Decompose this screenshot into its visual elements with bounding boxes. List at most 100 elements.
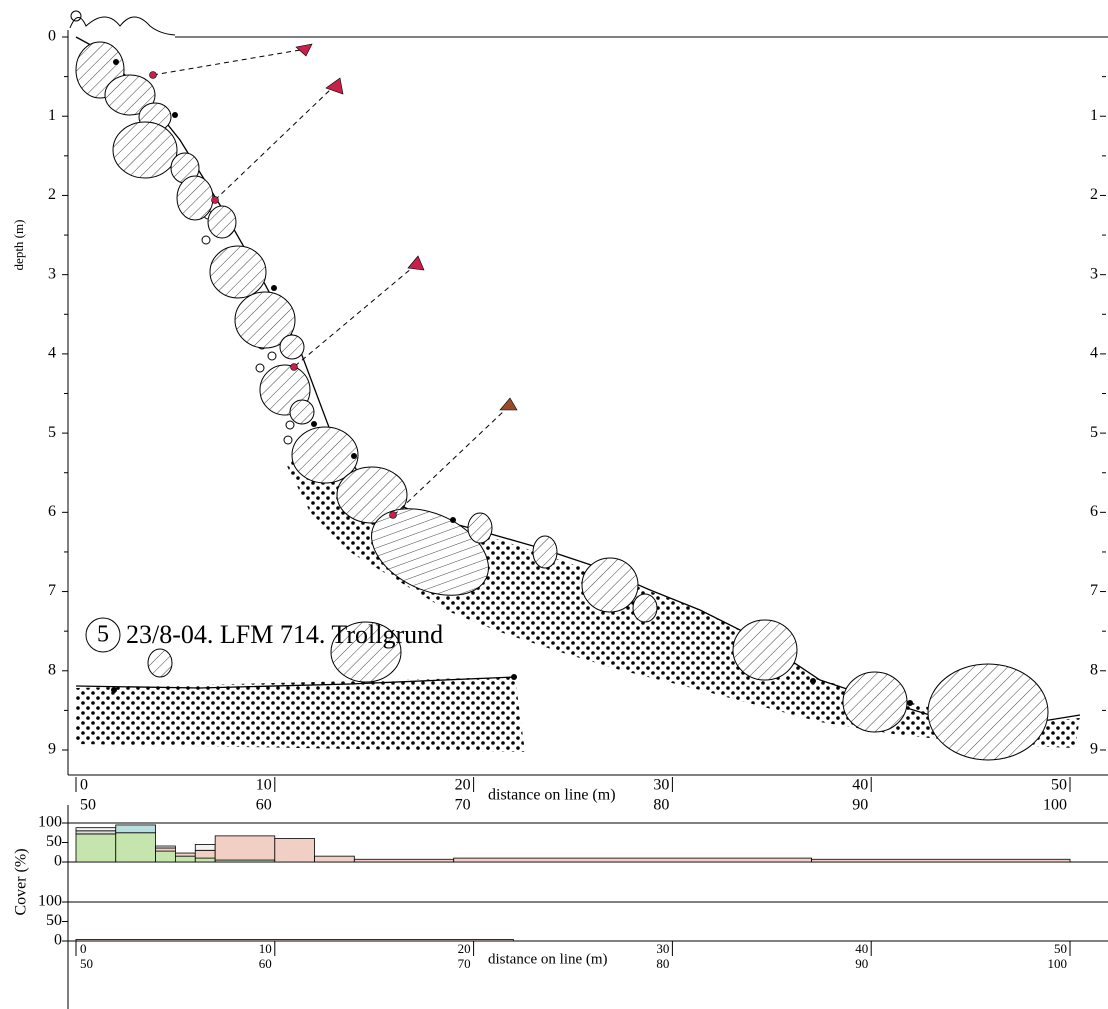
sediment — [76, 677, 525, 752]
boulder — [177, 176, 213, 220]
boulder — [468, 513, 492, 543]
cover-layer — [454, 858, 812, 862]
mussel — [810, 678, 816, 684]
wave — [71, 11, 81, 21]
distance-tick-label: 40 — [855, 941, 868, 956]
cover-layer — [175, 853, 195, 856]
sample — [390, 512, 397, 519]
flag-line — [153, 50, 300, 75]
cover-tick-label: 100 — [38, 893, 62, 910]
cover-layer — [156, 851, 176, 862]
distance-tick-label: 90 — [852, 797, 868, 814]
cover-label: Cover (%) — [13, 848, 30, 915]
distance-tick-label: 20 — [458, 941, 471, 956]
distance-tick-label: 10 — [259, 941, 272, 956]
right-tick-label: 9 — [1090, 741, 1098, 758]
cover-tick-label: 50 — [46, 912, 62, 929]
cover-layer — [76, 831, 116, 834]
flag — [408, 256, 424, 270]
mussel — [450, 517, 456, 523]
cover-layer — [195, 850, 215, 858]
boulder — [210, 246, 266, 298]
depth-label: depth (m) — [11, 220, 26, 271]
distance-tick-label: 80 — [656, 956, 669, 971]
distance-tick-label: 40 — [852, 777, 868, 794]
distance-tick-label: 30 — [656, 941, 669, 956]
gravel — [286, 421, 294, 429]
mussel — [111, 687, 117, 693]
flag-line — [394, 410, 505, 515]
sample — [150, 72, 157, 79]
cover-tick-label: 50 — [46, 833, 62, 850]
gravel — [284, 436, 292, 444]
depth-tick-label: 1 — [48, 107, 56, 124]
depth-tick-label: 6 — [48, 503, 56, 520]
title-number: 5 — [97, 622, 109, 648]
distance-tick-label: 50 — [80, 956, 93, 971]
depth-tick-label: 5 — [48, 424, 56, 441]
cover-layer — [195, 844, 215, 850]
depth-tick-label: 4 — [48, 345, 56, 362]
distance-tick-label: 90 — [855, 956, 868, 971]
distance-tick-label: 50 — [80, 797, 96, 814]
distance-tick-label: 80 — [653, 797, 669, 814]
mussel — [113, 59, 119, 65]
distance-tick-label: 60 — [259, 956, 272, 971]
cover-layer — [156, 848, 176, 851]
distance-tick-label: 50 — [1054, 941, 1067, 956]
mussel — [351, 453, 357, 459]
cover-layer — [215, 836, 275, 860]
depth-tick-label: 8 — [48, 661, 56, 678]
distance-tick-label: 100 — [1043, 797, 1067, 814]
cover-tick-label: 0 — [54, 853, 62, 870]
boulder — [148, 649, 172, 677]
sample — [212, 197, 219, 204]
right-tick-label: 3 — [1090, 265, 1098, 282]
distance-label: distance on line (m) — [488, 951, 608, 967]
cover-layer — [76, 939, 513, 941]
distance-tick-label: 50 — [1051, 777, 1067, 794]
boulder — [633, 594, 657, 622]
gravel — [202, 236, 210, 244]
cover-layer — [812, 859, 1070, 862]
boulder — [843, 672, 907, 732]
distance-tick-label: 10 — [256, 777, 272, 794]
right-tick-label: 8 — [1090, 661, 1098, 678]
mussel — [311, 421, 317, 427]
mussel — [271, 285, 277, 291]
distance-tick-label: 0 — [80, 777, 88, 794]
cover-layer — [116, 825, 156, 833]
sample — [291, 364, 298, 371]
mussel — [511, 674, 517, 680]
cover-layer — [175, 856, 195, 862]
cover-layer — [76, 834, 116, 862]
distance-tick-label: 30 — [653, 777, 669, 794]
right-tick-label: 7 — [1090, 582, 1098, 599]
gravel — [256, 364, 264, 372]
depth-tick-label: 0 — [48, 28, 56, 45]
gravel — [268, 352, 276, 360]
distance-tick-label: 60 — [256, 797, 272, 814]
boulder — [113, 122, 177, 178]
right-tick-label: 4 — [1090, 345, 1098, 362]
wave — [70, 17, 175, 35]
mussel — [907, 700, 913, 706]
mussel — [172, 112, 178, 118]
cover-tick-label: 0 — [54, 932, 62, 949]
right-tick-label: 5 — [1090, 424, 1098, 441]
cover-layer — [156, 846, 176, 848]
boulder — [208, 206, 236, 238]
distance-tick-label: 0 — [80, 941, 87, 956]
cover-layer — [315, 856, 355, 862]
figure: 5 23/8-04. LFM 714. Trollgrund depth (m)… — [0, 0, 1108, 1009]
depth-tick-label: 9 — [48, 741, 56, 758]
boulder — [280, 335, 304, 359]
boulder — [533, 536, 557, 568]
flag — [500, 398, 517, 410]
cover-layer — [76, 828, 116, 831]
boulder — [928, 664, 1048, 760]
cover-layer — [195, 858, 215, 862]
depth-tick-label: 2 — [48, 186, 56, 203]
flag-line — [215, 90, 330, 200]
cover-layer — [275, 839, 315, 862]
